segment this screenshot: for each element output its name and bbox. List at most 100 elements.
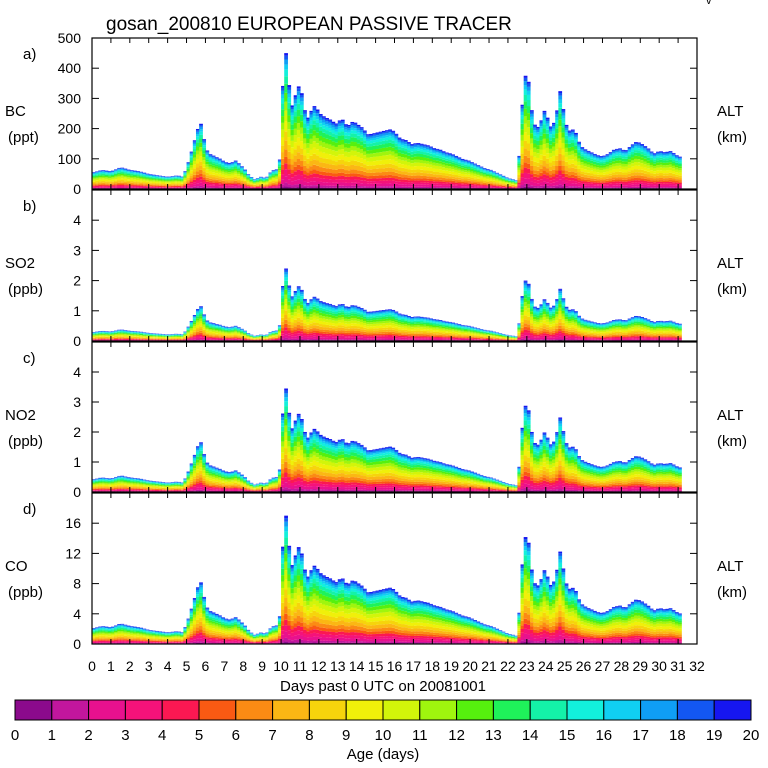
age-bin-bar [485, 177, 490, 180]
age-bin-bar [98, 179, 103, 182]
age-bin-bar [511, 184, 515, 185]
age-bin-bar [271, 185, 276, 187]
age-bin-bar [214, 333, 219, 335]
age-bin-bar [580, 156, 585, 160]
age-bin-bar [98, 172, 103, 174]
age-bin-bar [136, 334, 140, 336]
age-bin-bar [473, 164, 478, 166]
age-bin-bar [277, 159, 282, 161]
age-bin-bar [533, 125, 537, 128]
age-bin-bar [630, 186, 635, 189]
age-bin-bar [325, 134, 329, 139]
age-bin-bar [656, 185, 660, 188]
age-bin-bar [662, 158, 667, 161]
age-bin-bar [495, 179, 500, 181]
age-bin-bar [548, 140, 553, 145]
age-bin-bar [164, 181, 169, 182]
age-bin-bar [271, 171, 276, 173]
age-bin-bar [362, 147, 367, 152]
age-bin-bar [98, 187, 103, 189]
age-bin-bar [218, 173, 222, 177]
age-bin-bar [233, 172, 238, 175]
age-bin-bar [218, 187, 222, 189]
age-bin-bar [268, 179, 273, 181]
age-bin-bar [479, 185, 484, 187]
age-bin-bar [255, 179, 260, 180]
age-bin-bar [230, 169, 235, 172]
age-bin-bar [255, 179, 260, 181]
age-bin-bar [397, 152, 402, 157]
age-bin-bar [303, 165, 307, 171]
age-bin-bar [230, 162, 235, 163]
age-bin-bar [205, 325, 210, 327]
age-bin-bar [369, 143, 374, 147]
age-bin-bar [577, 147, 582, 150]
age-bin-bar [287, 122, 292, 130]
age-bin-bar [161, 177, 166, 179]
age-bin-bar [117, 333, 121, 335]
age-bin-bar [555, 133, 559, 139]
age-bin-bar [580, 149, 585, 151]
age-bin-bar [400, 181, 405, 185]
age-bin-bar [353, 165, 358, 170]
age-bin-bar [340, 179, 345, 183]
age-bin-bar [195, 327, 200, 330]
age-bin-bar [303, 149, 307, 156]
age-bin-bar [139, 173, 144, 175]
age-bin-bar [101, 338, 106, 339]
age-bin-bar [451, 185, 455, 188]
age-bin-bar [325, 118, 329, 120]
age-bin-bar [110, 335, 115, 337]
age-bin-bar [659, 177, 663, 181]
age-bin-bar [221, 327, 225, 329]
age-bin-bar [120, 175, 125, 177]
age-bin-bar [419, 143, 424, 145]
age-bin-bar [353, 150, 358, 156]
age-bin-bar [110, 187, 115, 189]
age-bin-bar [123, 338, 128, 340]
age-bin-bar [674, 172, 679, 175]
age-bin-bar [678, 162, 682, 164]
age-bin-bar [511, 181, 515, 183]
age-bin-bar [520, 140, 525, 147]
age-bin-bar [520, 129, 525, 135]
age-bin-bar [403, 164, 408, 169]
age-bin-bar [564, 170, 569, 174]
age-bin-bar [561, 170, 566, 174]
age-bin-bar [567, 171, 572, 176]
age-bin-bar [652, 176, 657, 179]
age-bin-bar [281, 164, 285, 170]
age-bin-bar [410, 144, 415, 145]
age-bin-bar [567, 159, 572, 165]
age-bin-bar [98, 335, 103, 337]
age-bin-bar [120, 331, 125, 332]
age-bin-bar [136, 184, 140, 186]
age-bin-bar [630, 144, 635, 146]
y-tick-label: 0 [73, 181, 81, 197]
age-bin-bar [517, 174, 522, 178]
age-bin-bar [177, 176, 181, 177]
age-bin-bar [605, 154, 610, 155]
age-bin-bar [652, 185, 657, 188]
age-bin-bar [633, 186, 638, 189]
age-bin-bar [92, 182, 96, 185]
age-bin-bar [643, 155, 648, 159]
age-bin-bar [101, 336, 106, 338]
age-bin-bar [199, 126, 203, 130]
age-bin-bar [381, 172, 386, 176]
age-bin-bar [542, 128, 547, 134]
age-bin-bar [385, 143, 389, 148]
age-bin-bar [529, 111, 534, 114]
age-bin-bar [344, 125, 348, 128]
age-bin-bar [397, 137, 402, 139]
age-bin-bar [151, 185, 156, 187]
age-bin-bar [460, 173, 465, 177]
age-bin-bar [249, 187, 254, 188]
age-bin-bar [331, 129, 336, 134]
age-bin-bar [123, 338, 128, 339]
age-bin-bar [460, 161, 465, 163]
age-bin-bar [299, 170, 304, 176]
age-bin-bar [148, 176, 153, 177]
age-bin-bar [652, 153, 657, 155]
age-bin-bar [608, 182, 613, 184]
